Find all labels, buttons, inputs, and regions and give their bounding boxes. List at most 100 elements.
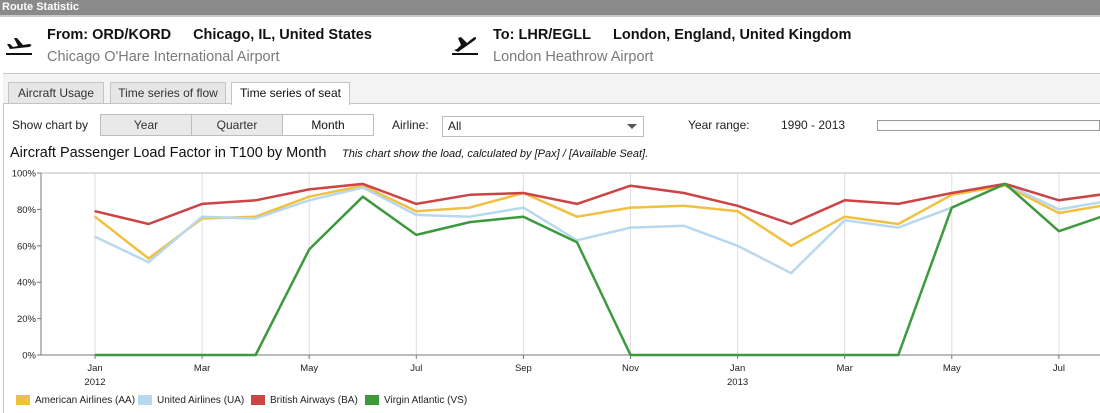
plane-arrival-icon: [452, 37, 478, 55]
data-point: [790, 354, 792, 356]
series-line-1: [94, 182, 1100, 275]
data-point: [308, 188, 311, 191]
tab-aircraft-usage[interactable]: Aircraft Usage: [8, 82, 104, 104]
x-tick-label: Sep: [515, 363, 532, 374]
to-code: To: LHR/EGLL: [493, 27, 591, 43]
data-point: [897, 354, 900, 356]
tab-divider: [3, 103, 1100, 104]
series-line-0: [94, 184, 1100, 260]
data-point: [843, 354, 846, 356]
to-place: London, England, United Kingdom: [613, 27, 852, 43]
from-place: Chicago, IL, United States: [193, 27, 372, 43]
x-tick-year-label: 2012: [84, 377, 105, 388]
show-chart-by-label: Show chart by: [12, 118, 89, 132]
data-point: [522, 215, 525, 218]
data-point: [1058, 212, 1060, 214]
airline-select[interactable]: All: [442, 116, 644, 137]
window-title: Route Statistic: [0, 0, 1100, 17]
data-point: [629, 184, 632, 187]
data-point: [362, 195, 364, 198]
data-point: [308, 195, 311, 198]
series-line-2: [94, 182, 1100, 226]
data-point: [415, 214, 418, 216]
y-tick-label: 100%: [12, 169, 37, 180]
year-range-slider[interactable]: [877, 120, 1100, 131]
data-point: [629, 354, 632, 356]
data-point: [843, 199, 846, 202]
data-point: [790, 223, 792, 225]
data-point: [308, 199, 311, 202]
legend-swatch: [365, 395, 379, 405]
data-point: [736, 354, 739, 356]
data-point: [790, 272, 792, 274]
data-point: [576, 215, 578, 218]
data-point: [1058, 230, 1060, 232]
data-point: [469, 215, 471, 218]
data-point: [951, 206, 953, 209]
x-tick-label: Mar: [194, 363, 210, 374]
data-point: [362, 183, 364, 185]
data-point: [94, 215, 96, 218]
x-tick-label: May: [943, 363, 961, 374]
y-tick-label: 0%: [22, 351, 36, 362]
y-tick-label: 60%: [17, 241, 37, 252]
granularity-quarter-button[interactable]: Quarter: [191, 114, 283, 136]
tab-time-series-seat[interactable]: Time series of seat: [231, 82, 350, 105]
legend-label: American Airlines (AA): [35, 395, 136, 406]
plane-departure-icon: [6, 38, 32, 55]
data-point: [415, 210, 418, 212]
granularity-month-button[interactable]: Month: [282, 114, 374, 136]
data-point: [1058, 199, 1060, 202]
year-range-value: 1990 - 2013: [781, 118, 846, 132]
data-point: [843, 215, 846, 218]
x-tick-label: May: [300, 363, 318, 374]
legend-swatch: [251, 395, 265, 405]
legend-label: United Airlines (UA): [157, 395, 245, 406]
data-point: [415, 203, 418, 205]
tab-time-series-flow[interactable]: Time series of flow: [110, 82, 226, 104]
x-tick-year-label: 2013: [727, 377, 748, 388]
data-point: [736, 245, 739, 247]
x-tick-label: Jul: [1053, 363, 1065, 374]
data-point: [736, 210, 739, 212]
data-point: [897, 223, 900, 225]
x-tick-label: Mar: [837, 363, 853, 374]
data-point: [201, 354, 203, 356]
legend-swatch: [16, 395, 30, 405]
data-point: [951, 192, 953, 194]
data-point: [790, 245, 792, 247]
to-airport: London Heathrow Airport: [493, 49, 654, 65]
data-point: [415, 234, 418, 236]
data-point: [147, 223, 150, 225]
data-point: [843, 219, 846, 222]
y-tick-label: 80%: [17, 205, 37, 216]
data-point: [897, 226, 900, 229]
data-point: [683, 192, 685, 194]
data-point: [254, 354, 257, 356]
data-point: [469, 206, 471, 209]
granularity-year-button[interactable]: Year: [100, 114, 192, 136]
data-point: [522, 206, 525, 209]
legend-swatch: [138, 395, 152, 405]
data-point: [147, 354, 150, 356]
data-point: [897, 203, 900, 205]
data-point: [683, 225, 685, 227]
data-point: [469, 221, 471, 223]
data-point: [147, 261, 150, 263]
data-point: [1058, 208, 1060, 211]
y-tick-label: 20%: [17, 314, 37, 325]
data-point: [201, 215, 203, 218]
data-point: [362, 186, 364, 189]
y-tick-label: 40%: [17, 278, 37, 289]
x-tick-label: Nov: [622, 363, 639, 374]
chart-subtitle: This chart show the load, calculated by …: [342, 148, 649, 160]
from-airport: Chicago O'Hare International Airport: [47, 49, 280, 65]
data-point: [254, 217, 257, 220]
data-point: [94, 210, 96, 212]
data-point: [308, 248, 311, 251]
data-point: [683, 354, 685, 356]
airline-select-value: All: [448, 119, 462, 133]
from-code: From: ORD/KORD: [47, 27, 172, 43]
data-point: [147, 257, 150, 260]
year-range-label: Year range:: [688, 118, 750, 132]
